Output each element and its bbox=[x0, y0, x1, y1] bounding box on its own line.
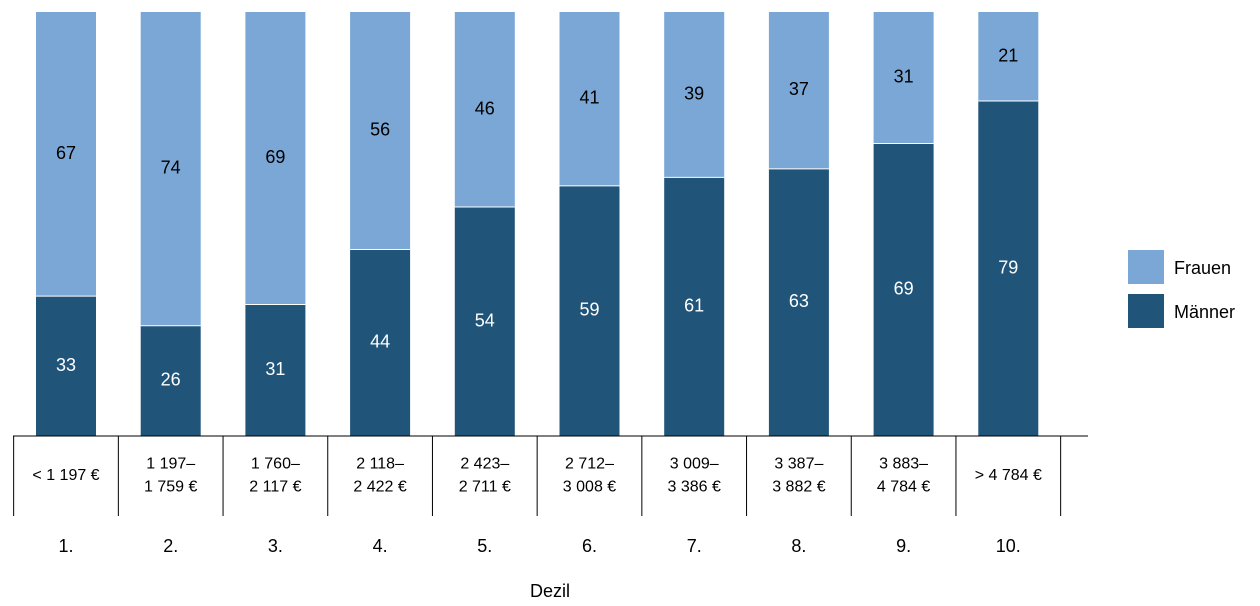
data-label-maenner-6: 59 bbox=[579, 300, 599, 320]
range-label-6-line-1: 2 712– bbox=[565, 456, 614, 473]
data-label-maenner-7: 61 bbox=[684, 295, 704, 315]
bar-frauen-6 bbox=[559, 12, 620, 186]
data-label-frauen-5: 46 bbox=[475, 98, 495, 118]
data-label-frauen-1: 67 bbox=[56, 143, 76, 163]
x-axis-title: Dezil bbox=[530, 581, 570, 601]
range-label-7-line-1: 3 009– bbox=[670, 456, 719, 473]
data-label-frauen-8: 37 bbox=[789, 79, 809, 99]
decile-label-10: 10. bbox=[996, 536, 1021, 556]
bar-maenner-6 bbox=[559, 185, 620, 436]
range-label-4-line-2: 2 422 € bbox=[353, 479, 406, 496]
data-label-maenner-9: 69 bbox=[894, 278, 914, 298]
bar-frauen-2 bbox=[140, 12, 201, 326]
bar-maenner-9 bbox=[873, 143, 934, 436]
data-label-frauen-7: 39 bbox=[684, 83, 704, 103]
range-label-5-line-2: 2 711 € bbox=[459, 479, 511, 496]
decile-label-3: 3. bbox=[268, 536, 283, 556]
range-label-3-line-1: 1 760– bbox=[251, 456, 300, 473]
range-label-9-line-2: 4 784 € bbox=[877, 479, 930, 496]
range-label-3-line-2: 2 117 € bbox=[249, 479, 301, 496]
data-label-frauen-4: 56 bbox=[370, 119, 390, 139]
range-label-8-line-1: 3 387– bbox=[774, 456, 823, 473]
bar-frauen-5 bbox=[454, 12, 515, 208]
decile-label-4: 4. bbox=[373, 536, 388, 556]
decile-label-6: 6. bbox=[582, 536, 597, 556]
decile-label-8: 8. bbox=[791, 536, 806, 556]
range-label-5-line-1: 2 423– bbox=[460, 456, 509, 473]
bar-frauen-3 bbox=[245, 12, 306, 305]
data-label-maenner-2: 26 bbox=[161, 370, 181, 390]
range-label-9-line-1: 3 883– bbox=[879, 456, 928, 473]
bar-frauen-4 bbox=[350, 12, 411, 250]
range-label-8-line-2: 3 882 € bbox=[772, 479, 825, 496]
range-label-7-line-2: 3 386 € bbox=[668, 479, 721, 496]
decile-label-9: 9. bbox=[896, 536, 911, 556]
bar-frauen-8 bbox=[768, 12, 829, 169]
legend-label-maenner: Männer bbox=[1174, 302, 1236, 322]
data-label-frauen-10: 21 bbox=[998, 45, 1018, 65]
range-label-6-line-2: 3 008 € bbox=[563, 479, 616, 496]
bar-maenner-3 bbox=[245, 304, 306, 436]
decile-label-1: 1. bbox=[58, 536, 73, 556]
data-label-maenner-10: 79 bbox=[998, 257, 1018, 277]
data-label-maenner-3: 31 bbox=[265, 359, 285, 379]
data-label-maenner-5: 54 bbox=[475, 310, 495, 330]
data-label-maenner-4: 44 bbox=[370, 331, 390, 351]
legend-swatch-maenner bbox=[1128, 294, 1164, 328]
data-label-frauen-3: 69 bbox=[265, 147, 285, 167]
decile-label-5: 5. bbox=[477, 536, 492, 556]
data-label-frauen-9: 31 bbox=[894, 66, 914, 86]
bar-maenner-5 bbox=[454, 207, 515, 436]
bar-frauen-1 bbox=[36, 12, 96, 297]
bar-maenner-7 bbox=[664, 177, 725, 437]
decile-label-7: 7. bbox=[687, 536, 702, 556]
bar-frauen-7 bbox=[664, 12, 725, 178]
bar-maenner-4 bbox=[350, 249, 411, 436]
data-label-frauen-6: 41 bbox=[579, 88, 599, 108]
range-label-4-line-1: 2 118– bbox=[356, 456, 404, 473]
bar-frauen-10 bbox=[978, 12, 1039, 102]
legend-swatch-frauen bbox=[1128, 250, 1164, 284]
data-label-maenner-1: 33 bbox=[56, 355, 76, 375]
range-label-2-line-1: 1 197– bbox=[146, 456, 195, 473]
bar-maenner-2 bbox=[140, 325, 201, 436]
range-label-1-line-1: < 1 197 € bbox=[32, 467, 99, 484]
bar-maenner-8 bbox=[768, 168, 829, 436]
bar-maenner-1 bbox=[36, 296, 96, 436]
data-label-frauen-2: 74 bbox=[161, 158, 181, 178]
range-label-2-line-2: 1 759 € bbox=[144, 479, 197, 496]
data-label-maenner-8: 63 bbox=[789, 291, 809, 311]
range-label-10-line-1: > 4 784 € bbox=[975, 467, 1042, 484]
bar-frauen-9 bbox=[873, 12, 934, 144]
legend-label-frauen: Frauen bbox=[1174, 258, 1232, 278]
bar-maenner-10 bbox=[978, 101, 1039, 436]
decile-label-2: 2. bbox=[163, 536, 178, 556]
